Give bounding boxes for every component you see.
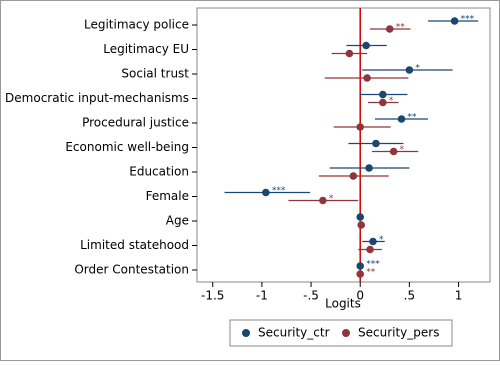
point — [362, 41, 370, 50]
y-tick-label: Social trust — [121, 67, 189, 81]
point — [450, 17, 459, 25]
point — [379, 90, 387, 99]
point — [363, 74, 371, 82]
y-tick-label: Legitimacy EU — [103, 42, 189, 56]
x-tick-label: .5 — [404, 289, 415, 303]
point — [356, 213, 365, 221]
y-tick-label: Age — [166, 214, 189, 228]
x-tick-label: -1 — [256, 289, 268, 303]
significance-label: * — [400, 145, 405, 155]
point — [319, 196, 327, 205]
point — [345, 49, 354, 58]
significance-label: * — [379, 235, 384, 245]
significance-label: *** — [461, 15, 475, 25]
legend-label: Security_pers — [358, 326, 439, 340]
legend-label: Security_ctr — [258, 326, 330, 340]
significance-label: * — [415, 64, 420, 74]
significance-label: *** — [272, 186, 286, 196]
point — [262, 188, 270, 197]
point — [349, 172, 358, 180]
point — [379, 98, 387, 107]
significance-label: *** — [366, 260, 380, 270]
plot-area — [196, 7, 491, 283]
y-tick-label: Democratic input-mechanisms — [5, 91, 189, 105]
x-tick-label: 1 — [455, 289, 463, 303]
significance-label: ** — [396, 23, 406, 33]
point — [405, 66, 414, 74]
legend-marker — [342, 329, 350, 337]
point — [366, 245, 374, 254]
significance-label: * — [389, 96, 394, 106]
point — [389, 147, 398, 156]
y-tick-label: Order Contestation — [74, 263, 189, 277]
x-tick-label: -.5 — [303, 289, 319, 303]
point — [357, 221, 365, 229]
point — [397, 115, 406, 123]
y-tick-label: Economic well-being — [65, 140, 189, 154]
legend-marker — [242, 329, 250, 337]
point — [372, 139, 380, 148]
significance-label: * — [329, 194, 334, 204]
x-tick-label: 0 — [356, 289, 364, 303]
legend — [229, 319, 453, 347]
point — [365, 164, 373, 172]
y-tick-label: Legitimacy police — [84, 18, 189, 32]
point — [356, 123, 365, 131]
point — [385, 25, 394, 33]
y-tick-label: Procedural justice — [82, 116, 189, 130]
x-axis-title: Logits — [325, 297, 361, 311]
y-tick-label: Education — [129, 165, 189, 179]
point — [356, 262, 365, 270]
point — [356, 270, 365, 278]
y-tick-label: Female — [146, 189, 189, 203]
point — [369, 237, 377, 246]
x-tick-label: -1.5 — [201, 289, 224, 303]
significance-label: ** — [366, 268, 376, 278]
y-tick-label: Limited statehood — [80, 238, 189, 252]
significance-label: ** — [408, 113, 418, 123]
